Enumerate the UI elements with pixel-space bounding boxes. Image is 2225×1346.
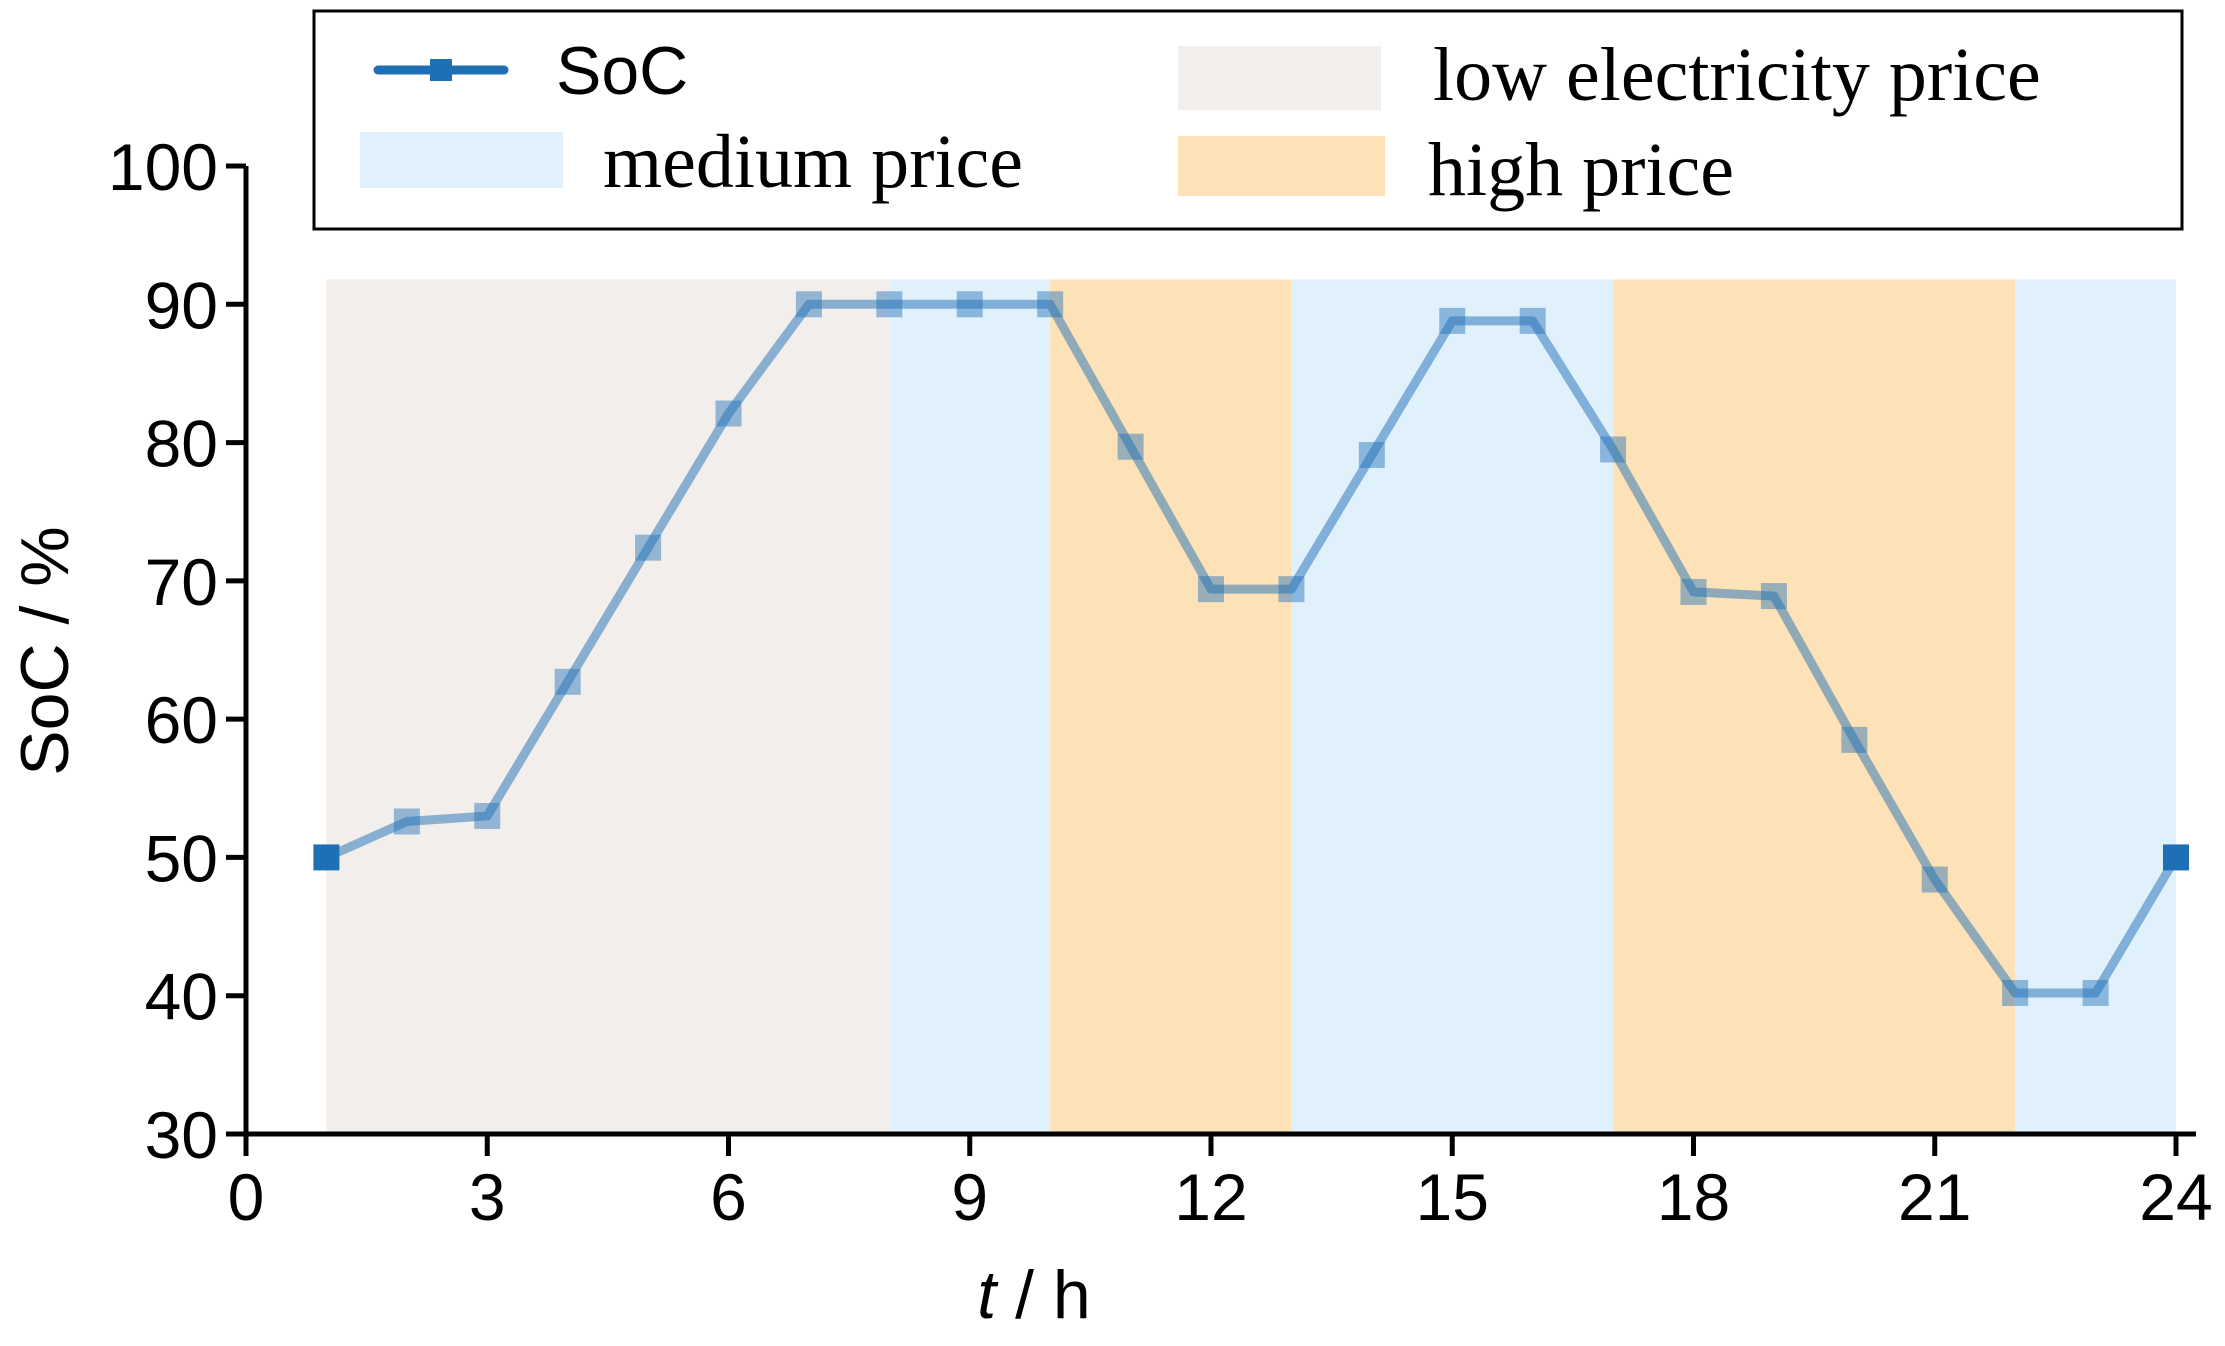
y-tick-label-40: 40: [145, 960, 218, 1034]
x-tick-label-3: 3: [469, 1160, 506, 1234]
price-band-medium-3: [1291, 279, 1614, 1134]
x-tick-label-6: 6: [710, 1160, 747, 1234]
soc-marker-14: [1358, 442, 1385, 469]
soc-marker-15: [1439, 307, 1466, 334]
price-band-low-0: [326, 279, 890, 1134]
y-tick-label-80: 80: [145, 407, 218, 481]
y-tick-label-70: 70: [145, 545, 218, 619]
soc-marker-11: [1117, 433, 1144, 460]
y-tick-label-60: 60: [145, 683, 218, 757]
y-tick-label-50: 50: [145, 821, 218, 895]
x-tick-label-18: 18: [1657, 1160, 1730, 1234]
soc-marker-6: [715, 400, 742, 427]
soc-marker-22: [2002, 979, 2029, 1006]
soc-marker-10: [1037, 291, 1064, 318]
soc-series: [313, 291, 2189, 1006]
soc-marker-21: [1921, 866, 1948, 893]
soc-marker-2: [393, 808, 420, 835]
x-tick-label-9: 9: [951, 1160, 988, 1234]
soc-marker-23: [2082, 979, 2109, 1006]
x-tick-label-12: 12: [1174, 1160, 1247, 1234]
price-band-medium-1: [889, 279, 1051, 1134]
x-tick-label-0: 0: [228, 1160, 265, 1234]
soc-marker-19: [1760, 583, 1787, 610]
x-ticks: 0 3 6 9 12 15 18 21 24: [228, 1134, 2213, 1234]
soc-marker-9: [956, 291, 983, 318]
legend-soc-marker-icon: [430, 59, 452, 81]
legend-label-soc: SoC: [556, 33, 688, 109]
x-axis-title-variable: t: [977, 1257, 999, 1333]
price-band-high-2: [1050, 279, 1292, 1134]
x-tick-label-24: 24: [2139, 1160, 2212, 1234]
soc-marker-24: [2163, 844, 2189, 871]
y-tick-label-30: 30: [145, 1098, 218, 1172]
legend-label-high-price: high price: [1428, 128, 1734, 212]
soc-marker-8: [876, 291, 903, 318]
soc-marker-20: [1841, 726, 1868, 753]
soc-marker-16: [1519, 307, 1546, 334]
x-axis-title: t / h: [977, 1257, 1090, 1333]
x-tick-label-21: 21: [1898, 1160, 1971, 1234]
soc-line: [324, 299, 2180, 998]
soc-marker-18: [1680, 578, 1707, 605]
legend-medium-price-swatch: [360, 132, 563, 188]
soc-marker-1: [313, 844, 340, 871]
soc-marker-4: [554, 668, 581, 695]
soc-marker-5: [635, 534, 662, 561]
axes: [243, 166, 2196, 1137]
legend: SoC low electricity price medium price h…: [312, 9, 2184, 231]
y-tick-label-100: 100: [108, 130, 218, 204]
price-bands: [326, 279, 2176, 1134]
soc-marker-17: [1600, 436, 1627, 463]
soc-marker-13: [1278, 576, 1305, 603]
y-ticks: 30 40 50 60 70 80 90 100: [108, 130, 246, 1172]
soc-marker-7: [795, 291, 822, 318]
legend-label-medium-price: medium price: [603, 120, 1023, 204]
soc-marker-12: [1198, 576, 1224, 603]
y-axis-title: SoC / %: [7, 526, 83, 775]
legend-label-low-price: low electricity price: [1433, 33, 2041, 117]
y-tick-label-90: 90: [145, 268, 218, 342]
price-band-high-4: [1613, 279, 2016, 1134]
x-axis-title-unit: / h: [996, 1257, 1091, 1333]
x-tick-label-15: 15: [1416, 1160, 1489, 1234]
soc-marker-3: [474, 802, 501, 829]
legend-low-price-swatch: [1178, 46, 1381, 110]
legend-high-price-swatch: [1178, 136, 1385, 196]
